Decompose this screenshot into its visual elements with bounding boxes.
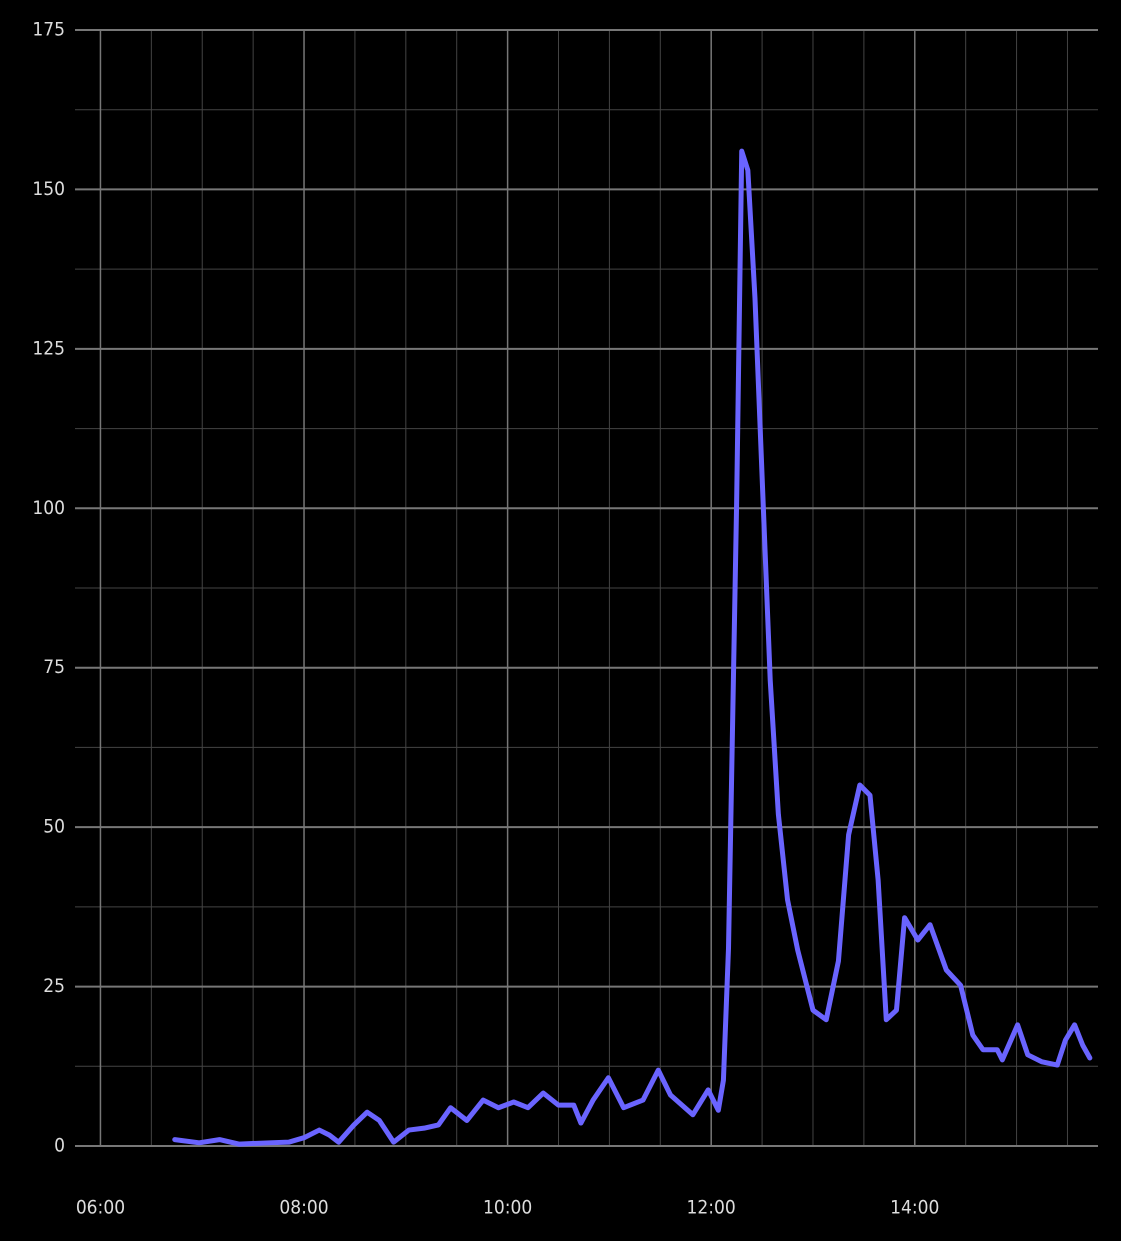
x-tick-label: 06:00	[76, 1197, 125, 1219]
line	[172, 148, 1093, 1147]
y-tick-label: 175	[32, 19, 65, 41]
x-tick-label: 08:00	[279, 1197, 328, 1219]
y-tick-label: 100	[32, 497, 65, 519]
y-tick-label: 125	[32, 337, 65, 359]
x-tick-label: 12:00	[687, 1197, 736, 1219]
y-tick-label: 75	[43, 656, 65, 678]
y-tick-label: 25	[43, 975, 65, 997]
y-tick-label: 150	[32, 178, 65, 200]
x-tick-label: 10:00	[483, 1197, 532, 1219]
y-tick-label: 50	[43, 816, 65, 838]
x-tick-label: 14:00	[890, 1197, 939, 1219]
y-tick-label: 0	[54, 1135, 65, 1157]
